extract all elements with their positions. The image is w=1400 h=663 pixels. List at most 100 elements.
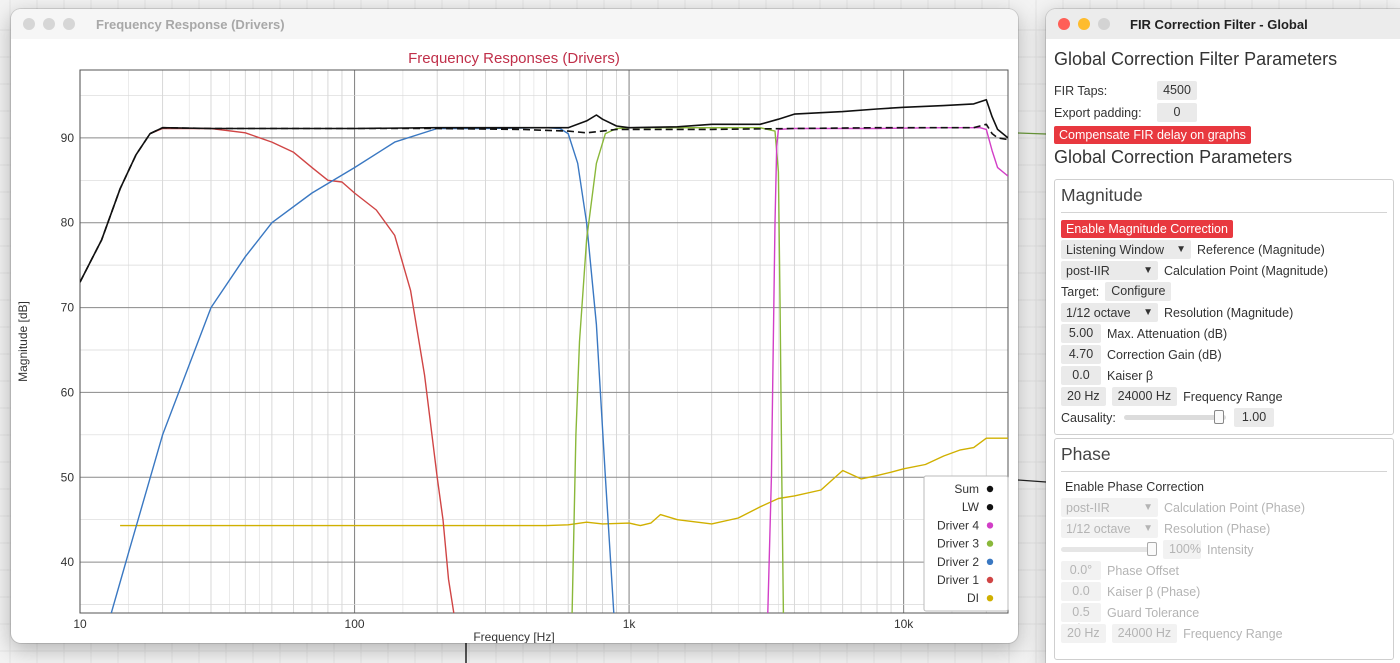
caret-down-icon: ▼	[1176, 244, 1186, 255]
resolution-phase-label: Resolution (Phase)	[1164, 521, 1271, 536]
filter-params-heading: Global Correction Filter Parameters	[1054, 49, 1338, 69]
correction-gain-field[interactable]: 4.70	[1061, 345, 1101, 364]
fir-correction-window[interactable]: FIR Correction Filter - Global Global Co…	[1046, 9, 1400, 663]
divider	[1061, 212, 1387, 213]
minimize-button[interactable]	[43, 18, 55, 30]
legend-label: Driver 3	[937, 537, 979, 551]
fir-window-titlebar[interactable]: FIR Correction Filter - Global	[1046, 9, 1400, 39]
bg-grid-line	[1017, 132, 1047, 135]
phase-freq-range-label: Frequency Range	[1183, 626, 1283, 641]
calc-point-phase-select[interactable]: post-IIR ▼	[1061, 498, 1158, 517]
close-button[interactable]	[23, 18, 35, 30]
magnitude-title: Magnitude	[1061, 185, 1143, 205]
calc-point-magnitude-label: Calculation Point (Magnitude)	[1164, 263, 1328, 278]
window-controls	[1058, 18, 1110, 30]
zoom-button[interactable]	[1098, 18, 1110, 30]
caret-down-icon: ▼	[1143, 523, 1153, 534]
kaiser-beta-phase-label: Kaiser β (Phase)	[1107, 584, 1201, 599]
causality-field[interactable]: 1.00	[1234, 408, 1274, 427]
target-label: Target:	[1061, 284, 1100, 299]
enable-magnitude-correction-toggle[interactable]: Enable Magnitude Correction	[1061, 219, 1233, 238]
y-tick-label: 40	[61, 555, 75, 569]
y-tick-label: 50	[61, 470, 75, 484]
plot-frame	[79, 69, 1009, 614]
phase-freq-high-field[interactable]: 24000 Hz	[1111, 624, 1178, 643]
guard-tolerance-field[interactable]: 0.5 dB	[1061, 603, 1101, 636]
x-tick-label: 1k	[623, 617, 637, 631]
y-tick-label: 70	[61, 301, 75, 315]
phase-title: Phase	[1061, 444, 1111, 464]
resolution-magnitude-label: Resolution (Magnitude)	[1164, 305, 1294, 320]
magnitude-group: Magnitude	[1054, 179, 1394, 435]
reference-magnitude-label: Reference (Magnitude)	[1197, 242, 1325, 257]
causality-slider-handle[interactable]	[1214, 410, 1225, 424]
legend-label: Driver 1	[937, 573, 979, 587]
close-button[interactable]	[1058, 18, 1070, 30]
y-tick-label: 60	[61, 385, 75, 399]
legend-marker	[986, 540, 994, 547]
zoom-button[interactable]	[63, 18, 75, 30]
calc-point-phase-label: Calculation Point (Phase)	[1164, 500, 1306, 515]
x-tick-label: 10	[73, 617, 87, 631]
intensity-field[interactable]: 100%	[1163, 540, 1201, 559]
intensity-slider-handle[interactable]	[1147, 542, 1157, 556]
legend-marker	[986, 504, 994, 511]
legend-label: Sum	[954, 482, 979, 496]
freq-range-high-field[interactable]: 24000 Hz	[1111, 387, 1178, 406]
correction-gain-label: Correction Gain (dB)	[1107, 347, 1222, 362]
caret-down-icon: ▼	[1143, 265, 1153, 276]
x-axis-label: Frequency [Hz]	[473, 630, 554, 643]
minimize-button[interactable]	[1078, 18, 1090, 30]
enable-phase-correction-toggle[interactable]: Enable Phase Correction	[1065, 479, 1204, 494]
bg-grid-line	[1017, 479, 1047, 483]
divider	[1061, 471, 1387, 472]
guard-tolerance-label: Guard Tolerance	[1107, 605, 1200, 620]
kaiser-beta-field[interactable]: 0.0	[1061, 366, 1101, 385]
phase-group: Phase	[1054, 438, 1394, 660]
intensity-label: Intensity	[1207, 542, 1254, 557]
window-controls	[23, 18, 75, 30]
reference-magnitude-value: Listening Window	[1066, 242, 1164, 257]
legend-marker	[986, 522, 994, 529]
intensity-slider[interactable]	[1061, 542, 1157, 556]
phase-freq-low-field[interactable]: 20 Hz	[1061, 624, 1106, 643]
max-attenuation-label: Max. Attenuation (dB)	[1107, 326, 1228, 341]
y-tick-label: 90	[61, 131, 75, 145]
x-tick-label: 100	[345, 617, 365, 631]
series-line-driver1	[149, 127, 455, 613]
legend-label: DI	[967, 591, 979, 605]
max-attenuation-field[interactable]: 5.00	[1061, 324, 1101, 343]
fir-taps-field[interactable]: 4500	[1157, 81, 1197, 100]
freq-window-title: Frequency Response (Drivers)	[96, 16, 285, 32]
x-tick-label: 10k	[894, 617, 914, 631]
plot-area	[80, 70, 1008, 613]
configure-target-button[interactable]: Configure	[1105, 282, 1172, 301]
legend-marker	[986, 558, 994, 565]
legend-marker	[986, 595, 994, 602]
chart-title: Frequency Responses (Drivers)	[408, 50, 620, 67]
calc-point-magnitude-select[interactable]: post-IIR ▼	[1061, 261, 1158, 280]
series-line-di	[120, 437, 1008, 527]
causality-slider[interactable]	[1124, 410, 1226, 424]
legend-marker	[986, 576, 994, 584]
y-tick-label: 80	[61, 216, 75, 230]
freq-window-titlebar[interactable]: Frequency Response (Drivers)	[11, 9, 1018, 39]
reference-magnitude-select[interactable]: Listening Window ▼	[1061, 240, 1191, 259]
freq-range-label: Frequency Range	[1183, 389, 1283, 404]
causality-label: Causality:	[1061, 410, 1116, 425]
resolution-magnitude-select[interactable]: 1/12 octave ▼	[1061, 303, 1158, 322]
frequency-response-chart[interactable]: 10 100 1k 10k 40 50 60 70 80 90 Frequency Response…	[11, 39, 1018, 643]
kaiser-beta-label: Kaiser β	[1107, 368, 1154, 383]
resolution-phase-select[interactable]: 1/12 octave ▼	[1061, 519, 1158, 538]
calc-point-magnitude-value: post-IIR	[1066, 263, 1110, 278]
phase-offset-field[interactable]: 0.0°	[1061, 561, 1101, 580]
legend-box	[923, 475, 1009, 612]
freq-range-low-field[interactable]: 20 Hz	[1061, 387, 1106, 406]
compensate-fir-delay-toggle[interactable]: Compensate FIR delay on graphs	[1054, 125, 1251, 144]
calc-point-phase-value: post-IIR	[1066, 500, 1110, 515]
export-padding-label: Export padding:	[1054, 105, 1142, 120]
kaiser-beta-phase-field[interactable]: 0.0	[1061, 582, 1101, 601]
export-padding-field[interactable]: 0	[1157, 103, 1197, 122]
frequency-response-window[interactable]: Frequency Response (Drivers) 10 100 1k 10k 4…	[11, 9, 1018, 643]
y-axis-label: Magnitude [dB]	[16, 301, 30, 382]
